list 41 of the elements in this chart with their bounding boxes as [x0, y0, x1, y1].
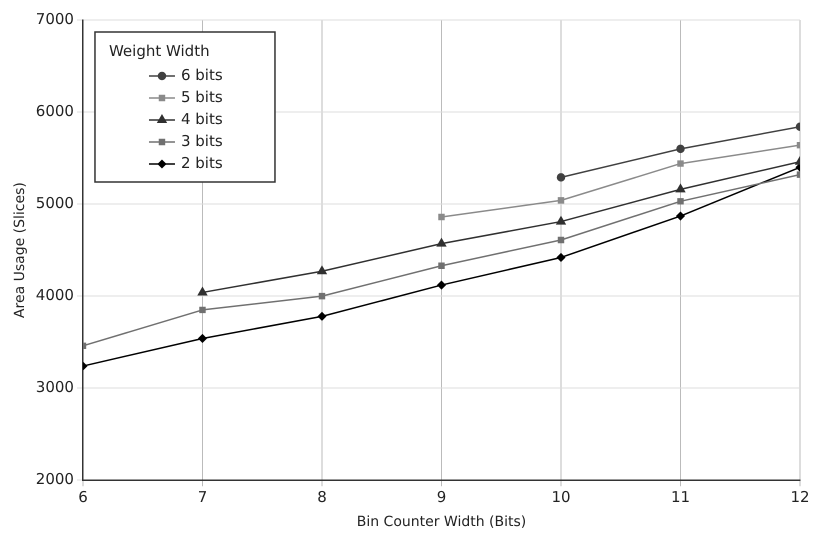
- y-tick-label: 2000: [36, 470, 74, 488]
- point: [198, 334, 207, 343]
- legend-label: 2 bits: [180, 154, 223, 172]
- x-tick-label: 9: [436, 488, 446, 506]
- x-tick-label: 8: [317, 488, 327, 506]
- point: [556, 173, 566, 182]
- point: [677, 198, 684, 205]
- x-tick-label: 11: [670, 488, 690, 506]
- point: [199, 306, 206, 314]
- legend-title: Weight Width: [108, 42, 210, 60]
- y-tick-label: 6000: [36, 102, 74, 120]
- point: [556, 216, 566, 225]
- legend-label: 5 bits: [180, 88, 223, 106]
- point: [317, 266, 327, 274]
- point: [436, 238, 446, 247]
- x-tick-label: 12: [790, 488, 810, 506]
- point: [437, 280, 446, 290]
- point: [438, 262, 445, 269]
- y-axis-title: Area Usage (Slices): [12, 182, 28, 318]
- point: [676, 212, 685, 220]
- point: [677, 160, 684, 167]
- x-tick-label: 7: [198, 488, 208, 506]
- legend-label: 6 bits: [180, 66, 223, 84]
- point: [318, 312, 326, 321]
- legend-label: 3 bits: [180, 132, 223, 150]
- point: [676, 184, 686, 192]
- y-tick-label: 7000: [36, 10, 74, 28]
- point: [556, 253, 566, 262]
- x-tick-label: 6: [78, 488, 88, 506]
- y-tick-label: 3000: [36, 378, 74, 396]
- y-tick-label: 4000: [36, 286, 74, 304]
- point: [318, 292, 326, 300]
- point: [558, 236, 564, 244]
- x-axis-title: Bin Counter Width (Bits): [356, 514, 526, 530]
- point: [438, 214, 445, 220]
- point: [558, 197, 564, 204]
- y-tick-label: 5000: [36, 194, 74, 212]
- point: [198, 287, 208, 296]
- point: [676, 144, 685, 154]
- legend-label: 4 bits: [180, 110, 223, 128]
- x-tick-label: 10: [551, 488, 571, 506]
